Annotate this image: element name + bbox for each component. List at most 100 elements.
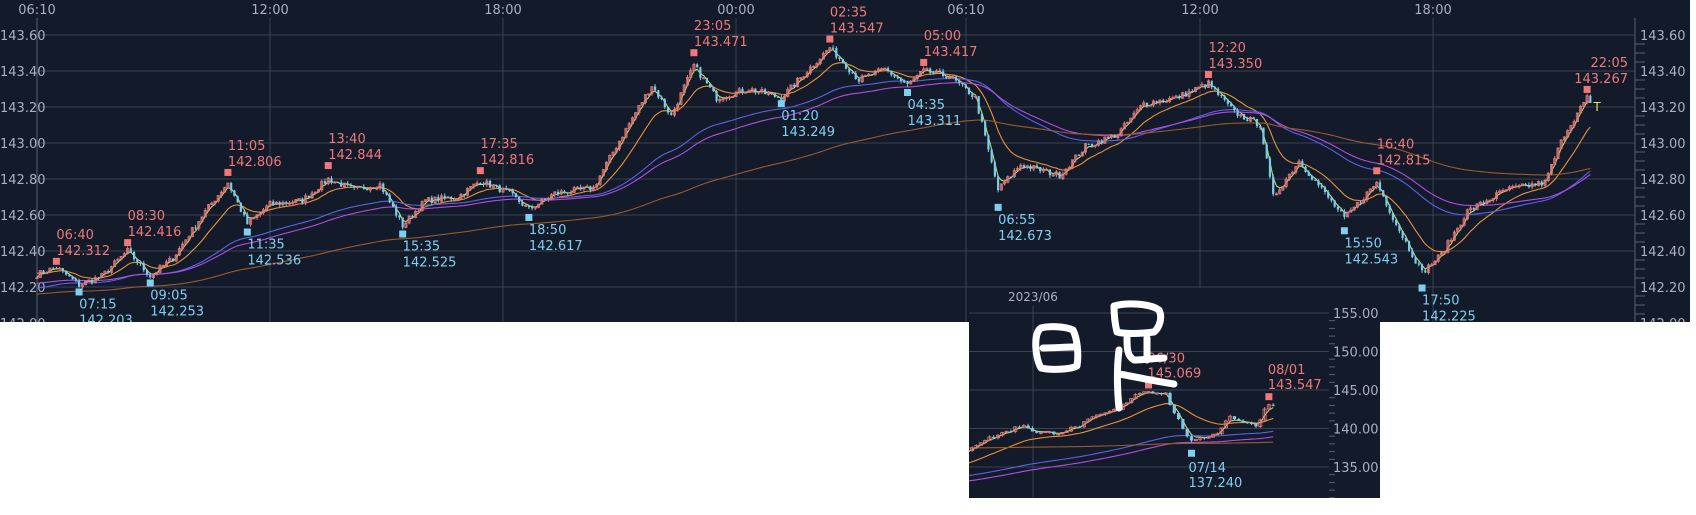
candle-up <box>1067 167 1071 170</box>
candle-up <box>485 180 489 186</box>
candle-up <box>1122 123 1126 130</box>
candle-up <box>1498 190 1502 194</box>
candle-down <box>531 207 534 209</box>
low-price-label: 142.525 <box>403 256 457 271</box>
candle-down <box>437 196 440 202</box>
candle-up <box>1579 105 1583 114</box>
moving-average-line <box>36 82 1591 284</box>
candle-up <box>1294 166 1298 173</box>
y-axis-label: 145.00 <box>1333 384 1379 399</box>
candle-up <box>860 75 864 83</box>
candle-down <box>543 199 547 201</box>
candle-down <box>890 71 893 75</box>
candle-down <box>495 185 498 187</box>
candle-down <box>1009 176 1013 178</box>
candle-down <box>566 192 569 194</box>
y-axis-label-right: 142.60 <box>1640 209 1686 224</box>
candle-up <box>223 187 227 193</box>
candle-down <box>1159 393 1163 395</box>
intraday-chart[interactable]: 06:10 12:00 18:00 00:00 06:10 12:00 18:00 143.… <box>0 0 1696 322</box>
candle-up <box>1006 176 1010 183</box>
candle-up <box>213 200 217 204</box>
candle-down <box>1236 110 1239 116</box>
candle-down <box>1527 184 1530 187</box>
candle-up <box>614 147 618 153</box>
candle-up <box>718 98 722 102</box>
candle-up <box>1485 200 1489 204</box>
candle-down <box>579 187 582 189</box>
candle-down <box>508 189 511 191</box>
moving-average-line <box>969 441 1274 449</box>
candle-down <box>929 68 932 73</box>
candle-up <box>786 88 790 97</box>
candle-down <box>657 90 660 98</box>
candle-up <box>1107 411 1112 414</box>
candle-down <box>1241 420 1245 423</box>
candle-up <box>1488 199 1492 202</box>
x-axis-label: 12:00 <box>251 3 288 18</box>
candle-down <box>323 181 327 184</box>
high-marker <box>1265 393 1273 401</box>
low-marker <box>1418 284 1426 292</box>
moving-average-line <box>36 77 1591 289</box>
candle-down <box>666 107 670 113</box>
candle-down <box>385 192 388 195</box>
candle-up <box>533 206 537 209</box>
candle-up <box>158 265 162 273</box>
candle-up <box>1146 391 1151 393</box>
candle-up <box>1501 190 1505 192</box>
candle-down <box>1254 423 1258 427</box>
candle-down <box>993 162 996 177</box>
candle-up <box>1019 164 1023 170</box>
candle-up <box>692 64 696 71</box>
candle-up <box>575 186 579 189</box>
candle-down <box>505 188 508 190</box>
high-marker <box>920 58 928 66</box>
candle-up <box>1103 412 1108 415</box>
candle-down <box>945 75 948 79</box>
candle-up <box>1456 227 1460 233</box>
low-marker <box>243 228 251 236</box>
high-price-label: 143.547 <box>1268 378 1322 393</box>
candle-up <box>1099 413 1104 416</box>
high-price-label: 142.806 <box>228 155 282 170</box>
candle-up <box>1433 260 1437 266</box>
candle-up <box>452 198 456 201</box>
candle-up <box>524 205 528 207</box>
candle-up <box>326 177 330 184</box>
candle-up <box>883 67 887 70</box>
candle-up <box>1291 171 1295 175</box>
candle-up <box>553 191 557 196</box>
candle-up <box>1129 398 1134 404</box>
candle-down <box>1385 196 1388 206</box>
candle-up <box>1349 209 1353 213</box>
candle-up <box>540 198 544 205</box>
candle-up <box>1116 134 1120 139</box>
candle-down <box>1168 392 1172 405</box>
candle-down <box>518 197 521 203</box>
candle-down <box>482 183 485 185</box>
candle-up <box>1575 112 1579 122</box>
candle-down <box>145 270 149 275</box>
low-time-label: 06:55 <box>998 213 1035 228</box>
candle-down <box>77 280 81 287</box>
candle-down <box>243 211 246 215</box>
candle-up <box>1074 154 1078 161</box>
low-marker <box>1340 227 1348 235</box>
candle-down <box>278 202 281 205</box>
candle-down <box>838 57 841 59</box>
candle-down <box>997 176 1000 191</box>
candle-up <box>294 199 298 203</box>
candle-down <box>764 89 767 94</box>
low-price-label: 142.225 <box>1422 310 1476 323</box>
candle-down <box>1272 176 1275 195</box>
candle-down <box>851 72 854 74</box>
candle-up <box>440 195 444 202</box>
candle-up <box>1016 168 1020 172</box>
candle-up <box>873 70 877 76</box>
candle-down <box>831 47 835 49</box>
candle-up <box>1109 134 1113 138</box>
candle-up <box>559 190 563 195</box>
candle-down <box>1155 101 1158 103</box>
